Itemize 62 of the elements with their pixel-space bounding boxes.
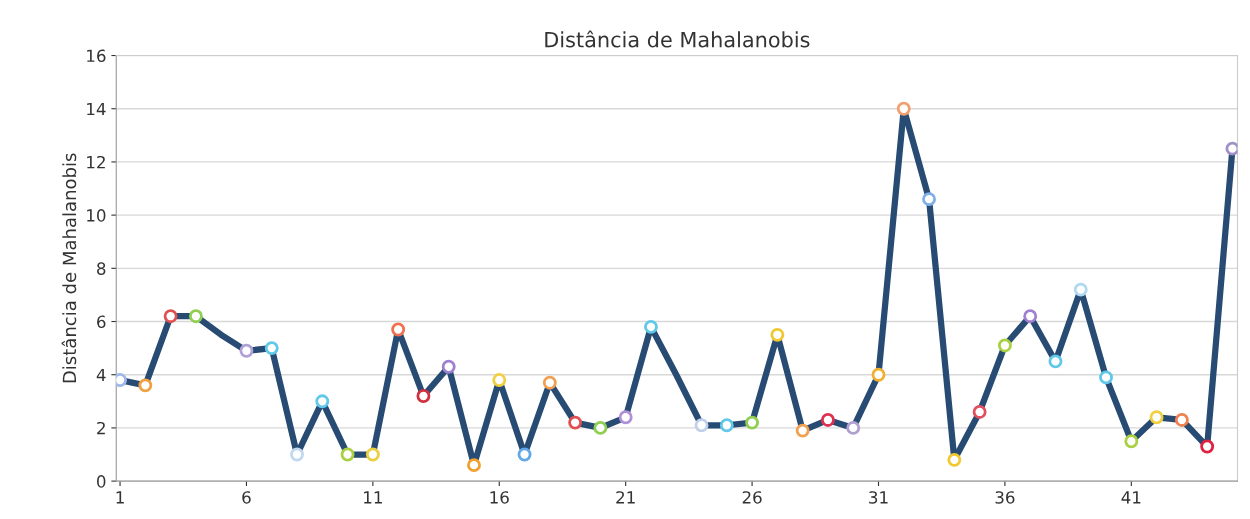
point xyxy=(1149,410,1164,425)
point xyxy=(618,410,633,425)
point xyxy=(1023,309,1038,324)
point xyxy=(188,309,203,324)
point xyxy=(467,458,481,473)
point xyxy=(820,412,835,427)
point xyxy=(391,322,406,337)
x-tick-label: 6 xyxy=(242,491,251,504)
y-axis-title: Distância de Mahalanobis xyxy=(61,153,77,383)
x-tick-label: 41 xyxy=(1121,491,1141,504)
point xyxy=(365,447,380,462)
point xyxy=(972,405,987,419)
point xyxy=(997,338,1012,353)
point xyxy=(1174,412,1189,427)
point xyxy=(1099,370,1113,385)
x-tick-label: 36 xyxy=(995,491,1015,504)
point xyxy=(492,373,507,387)
y-tick-label: 12 xyxy=(87,155,105,169)
point xyxy=(1124,434,1139,449)
y-tick-label: 10 xyxy=(87,209,106,222)
y-tick-label: 6 xyxy=(97,315,106,329)
x-tick-label: 31 xyxy=(869,491,888,504)
point xyxy=(264,341,279,356)
point xyxy=(1200,439,1215,454)
x-tick-label: 26 xyxy=(742,491,762,504)
point xyxy=(947,452,962,467)
point xyxy=(745,415,760,430)
x-tick-label: 16 xyxy=(490,491,509,504)
point xyxy=(896,101,911,116)
y-tick-label: 14 xyxy=(87,102,106,116)
point xyxy=(593,420,608,435)
x-tick-label: 11 xyxy=(364,491,382,504)
point xyxy=(441,359,456,374)
point xyxy=(290,447,304,462)
point xyxy=(770,327,785,342)
y-tick-label: 16 xyxy=(87,49,106,63)
y-tick-label: 4 xyxy=(96,368,106,382)
point xyxy=(517,447,532,462)
point xyxy=(795,423,810,438)
y-tick-label: 0 xyxy=(97,475,106,488)
point xyxy=(871,367,886,382)
y-tick-label: 2 xyxy=(97,421,105,435)
y-tick-label: 8 xyxy=(97,262,106,275)
point xyxy=(1225,141,1238,156)
point xyxy=(416,389,431,403)
point xyxy=(922,192,937,207)
point xyxy=(846,420,861,435)
point xyxy=(694,418,709,433)
point xyxy=(1048,354,1063,369)
point xyxy=(1073,282,1088,297)
point xyxy=(163,309,178,324)
point xyxy=(542,375,557,390)
point xyxy=(315,394,330,409)
point xyxy=(568,415,583,430)
point xyxy=(239,343,254,358)
point xyxy=(340,447,355,462)
point xyxy=(138,378,153,393)
chart-title: Distância de Mahalanobis xyxy=(545,30,810,48)
point xyxy=(719,418,734,433)
point xyxy=(644,319,658,334)
x-tick-label: 1 xyxy=(116,491,124,504)
x-tick-label: 21 xyxy=(616,491,635,504)
